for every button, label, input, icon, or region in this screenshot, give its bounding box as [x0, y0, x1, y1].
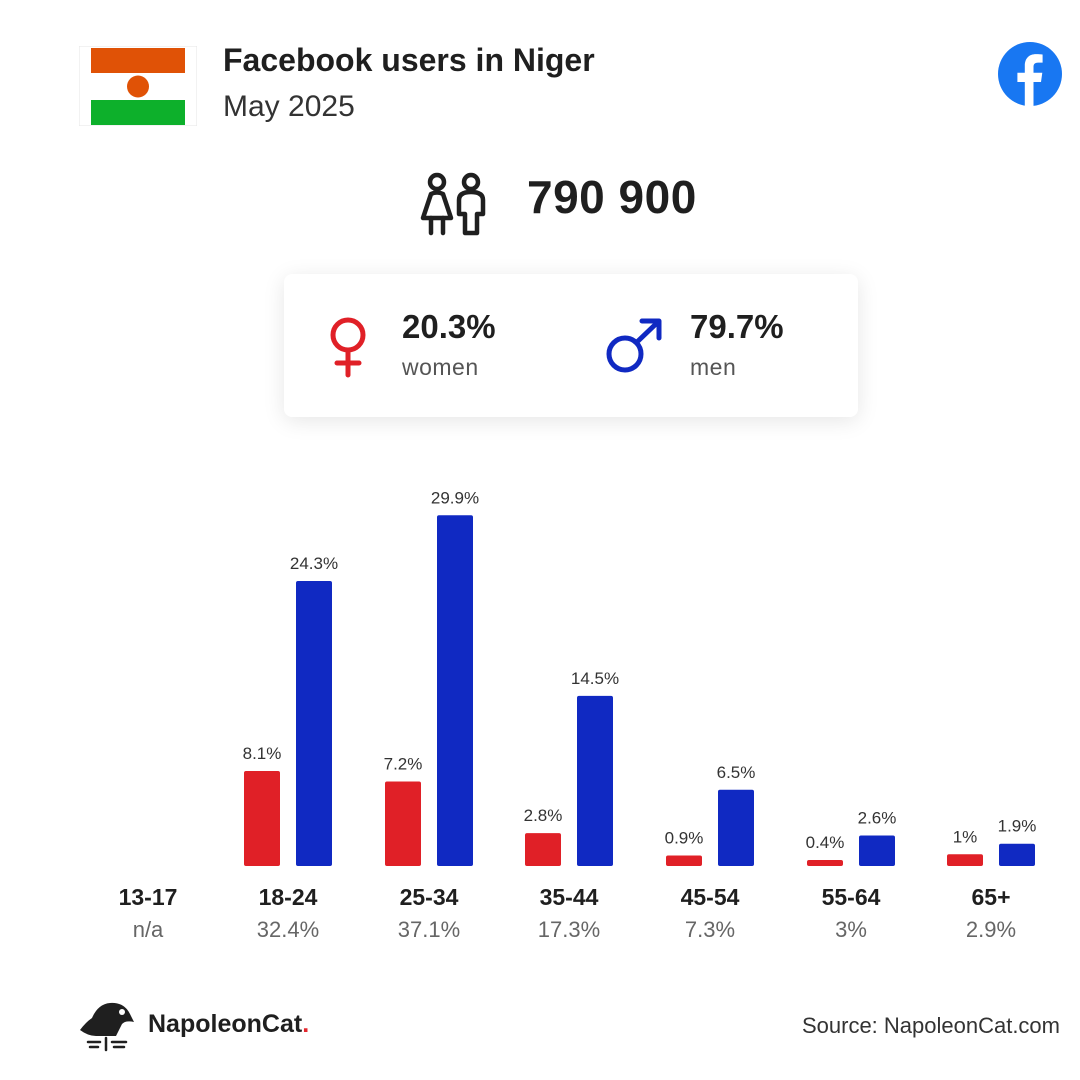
age-total-25-34: 37.1%: [397, 917, 461, 942]
age-total-65+: 2.9%: [965, 917, 1017, 942]
bar-women-25-34: [385, 781, 421, 866]
data-label-women-18-24: 8.1%: [243, 744, 282, 763]
bar-men-35-44: [577, 695, 613, 866]
data-label-women-25-34: 7.2%: [384, 755, 423, 774]
bar-men-65+: [999, 843, 1035, 866]
napoleoncat-logo-icon: [80, 1002, 134, 1052]
page-subtitle: May 2025: [223, 90, 355, 123]
age-label-45-54: 45-54: [680, 884, 740, 910]
bar-women-35-44: [525, 833, 561, 866]
female-symbol-icon: [330, 317, 366, 378]
women-percentage: 20.3%: [402, 308, 496, 345]
bar-men-55-64: [859, 835, 895, 866]
users-icon: [420, 172, 486, 236]
age-total-45-54: 7.3%: [684, 917, 736, 942]
age-label-65+: 65+: [971, 884, 1011, 910]
bar-women-45-54: [666, 855, 702, 866]
brand-name-text: NapoleonCat: [148, 1010, 303, 1038]
data-label-women-65+: 1%: [953, 827, 978, 846]
total-users: 790 900: [527, 171, 697, 223]
data-label-men-18-24: 24.3%: [290, 554, 338, 573]
men-percentage: 79.7%: [690, 308, 784, 345]
age-label-35-44: 35-44: [539, 884, 599, 910]
men-label: men: [690, 354, 737, 380]
data-label-men-35-44: 14.5%: [571, 669, 619, 688]
brand-name: NapoleonCat.: [148, 1010, 309, 1039]
age-label-25-34: 25-34: [399, 884, 459, 910]
bar-women-65+: [947, 854, 983, 866]
age-total-18-24: 32.4%: [256, 917, 320, 942]
age-label-55-64: 55-64: [821, 884, 881, 910]
women-label: women: [402, 354, 479, 380]
data-label-men-65+: 1.9%: [998, 817, 1037, 836]
source-credit: Source: NapoleonCat.com: [801, 1013, 1060, 1038]
male-symbol-icon: [606, 318, 662, 373]
data-label-men-25-34: 29.9%: [431, 488, 479, 507]
age-label-18-24: 18-24: [258, 884, 318, 910]
brand-dot: .: [302, 1010, 310, 1038]
niger-flag-icon: [79, 46, 197, 126]
bar-women-18-24: [244, 770, 280, 866]
age-total-35-44: 17.3%: [537, 917, 601, 942]
flag-orange-stripe: [91, 48, 185, 73]
data-label-men-45-54: 6.5%: [717, 763, 756, 782]
bar-women-55-64: [807, 860, 843, 866]
age-label-13-17: 13-17: [118, 884, 178, 910]
age-gender-bar-chart: 8.1% 24.3% 7.2% 29.9% 2.8% 14.5% 0.9% 6.5% 0.4% 2…: [243, 488, 1037, 866]
flag-green-stripe: [91, 100, 185, 125]
age-total-55-64: 3%: [835, 917, 867, 942]
bar-men-45-54: [718, 789, 754, 866]
data-label-men-55-64: 2.6%: [858, 809, 897, 828]
bar-men-18-24: [296, 580, 332, 866]
data-label-women-35-44: 2.8%: [524, 806, 563, 825]
bar-men-25-34: [437, 515, 473, 866]
age-total-13-17: n/a: [132, 917, 164, 942]
data-label-women-55-64: 0.4%: [806, 833, 845, 852]
gender-card: 20.3% women 79.7% men: [284, 274, 858, 417]
page-title: Facebook users in Niger: [223, 42, 595, 78]
flag-sun: [127, 75, 149, 98]
data-label-women-45-54: 0.9%: [665, 828, 704, 847]
facebook-logo-icon: [998, 42, 1062, 107]
